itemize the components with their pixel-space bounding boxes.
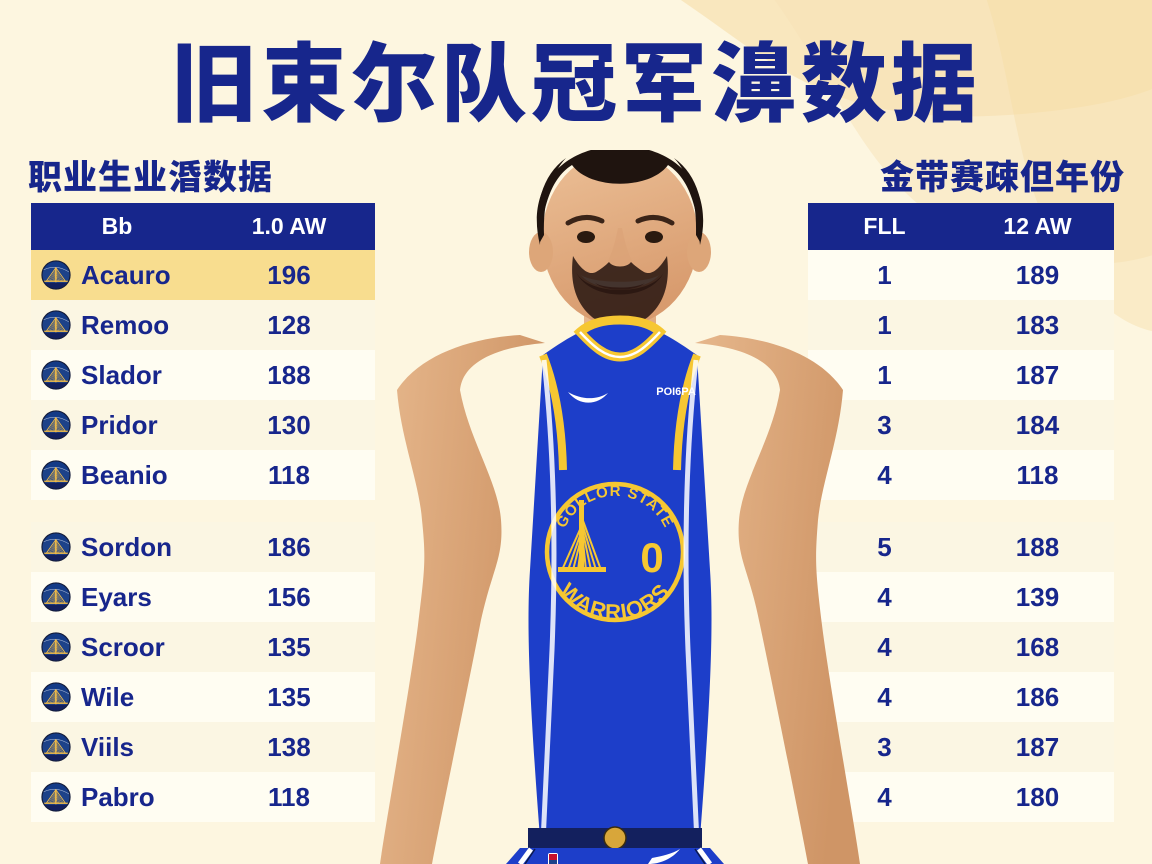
svg-text:0: 0 (640, 534, 663, 581)
svg-text:POI6PA: POI6PA (656, 386, 696, 398)
